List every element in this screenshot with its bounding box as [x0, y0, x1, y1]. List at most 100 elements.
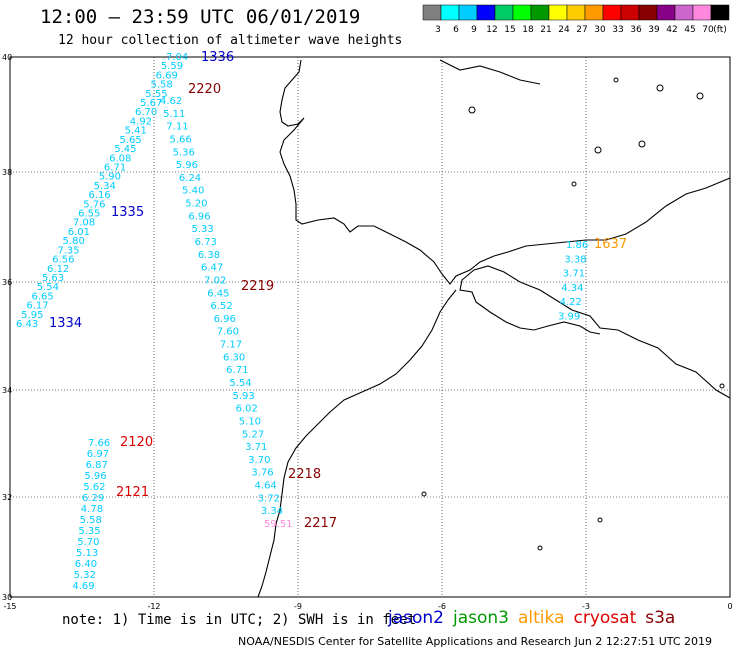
swh-value: 6.38 [198, 250, 220, 261]
swh-value: 6.71 [226, 365, 248, 376]
swh-value: 7.11 [166, 122, 188, 133]
swh-value: 6.96 [214, 314, 236, 325]
scale-label: 70 [702, 25, 714, 34]
swh-value: 6.96 [188, 211, 210, 222]
scale-label: 27 [576, 25, 587, 34]
altimeter-tracks: 7.045.596.695.585.555.676.704.925.415.65… [16, 50, 627, 592]
scale-label: 9 [471, 25, 477, 34]
swh-value: 5.63 [42, 273, 64, 284]
swh-value: 5.35 [78, 526, 100, 537]
island-marker [696, 92, 704, 100]
swh-value: 5.34 [94, 181, 116, 192]
island-marker [537, 545, 543, 551]
coast-iberia-atlantic [279, 59, 731, 285]
scale-label: 12 [486, 25, 497, 34]
swh-value: 6.30 [223, 352, 245, 363]
swh-value: 4.62 [160, 96, 182, 107]
swh-value: 6.65 [32, 291, 54, 302]
coast-africa-atlantic [257, 289, 457, 598]
swh-value: 6.45 [207, 288, 229, 299]
swh-value: 6.71 [104, 162, 126, 173]
longitude-label: -3 [582, 602, 590, 611]
latitude-label: 36 [2, 278, 12, 287]
scale-swatch [710, 4, 730, 21]
scale-label: (ft) [713, 25, 727, 34]
legend-cryosat: cryosat [573, 608, 637, 628]
page-title: 12:00 – 23:59 UTC 06/01/2019 [40, 6, 361, 28]
islands-and-lakes [421, 77, 725, 551]
longitude-label: -6 [438, 602, 446, 611]
swh-value: 4.64 [255, 481, 277, 492]
longitude-label: -9 [294, 602, 302, 611]
swh-value: 7.08 [73, 218, 95, 229]
track-time-label: 2120 [120, 435, 153, 450]
swh-value: 5.65 [119, 135, 141, 146]
swh-value: 5.54 [37, 282, 59, 293]
satellite-legend: jason2 jason3 altika cryosat s3a [388, 608, 684, 628]
scale-label: 3 [435, 25, 441, 34]
scale-label: 6 [453, 25, 459, 34]
scale-label: 30 [594, 25, 606, 34]
scale-label: 21 [540, 25, 551, 34]
scale-label: 45 [684, 25, 695, 34]
swh-value: 3.34 [261, 506, 283, 517]
island-marker [594, 146, 602, 154]
legend-jason3: jason3 [453, 608, 509, 628]
swh-value: 5.36 [173, 147, 195, 158]
island-marker [571, 181, 577, 187]
track-time-label: 2121 [116, 485, 149, 500]
swh-value: 5.90 [99, 172, 121, 183]
longitude-label: -12 [147, 602, 160, 611]
swh-value: 6.97 [87, 449, 109, 460]
swh-value: 3.38 [564, 254, 586, 265]
swh-value: 4.22 [560, 297, 582, 308]
swh-value: 5.96 [176, 160, 198, 171]
swh-value: 6.01 [68, 227, 90, 238]
scale-label: 15 [504, 25, 515, 34]
swh-value: 6.17 [26, 301, 48, 312]
swh-value: 6.24 [179, 173, 201, 184]
latitude-label: 32 [2, 493, 12, 502]
page-subtitle: 12 hour collection of altimeter wave hei… [58, 33, 403, 48]
swh-value: 3.76 [251, 468, 273, 479]
island-marker [638, 140, 646, 148]
swh-value: 6.16 [88, 190, 110, 201]
swh-value: 7.60 [217, 327, 239, 338]
track-time-label: 1334 [49, 316, 82, 331]
swh-value: 6.69 [156, 70, 178, 81]
swh-value: 6.12 [47, 264, 69, 275]
swh-value: 3.71 [563, 269, 585, 280]
latitude-label: 34 [2, 386, 12, 395]
track-time-label: 2220 [188, 82, 221, 97]
swh-value: 5.20 [185, 199, 207, 210]
swh-value: 5.76 [83, 199, 105, 210]
track-time-label: 1336 [201, 50, 234, 65]
coast-iberia-north [439, 59, 541, 85]
swh-value: 3.70 [248, 455, 270, 466]
credit-line: NOAA/NESDIS Center for Satellite Applica… [238, 635, 713, 648]
swh-value: 6.56 [52, 255, 74, 266]
swh-value: 5.10 [239, 416, 261, 427]
swh-value: 4.69 [72, 581, 94, 592]
swh-value: 6.40 [75, 559, 97, 570]
longitude-label: -15 [3, 602, 16, 611]
swh-value: 4.78 [81, 504, 103, 515]
swh-value: 6.43 [16, 319, 38, 330]
swh-value: 6.47 [201, 263, 223, 274]
island-marker [468, 106, 476, 114]
track-time-label: 1637 [594, 237, 627, 252]
swh-value: 5.70 [77, 537, 99, 548]
swh-value: 6.70 [135, 107, 157, 118]
swh-value: 5.27 [242, 429, 264, 440]
swh-value: 6.08 [109, 153, 131, 164]
scale-label: 36 [630, 25, 642, 34]
track-time-label: 2218 [288, 467, 321, 482]
swh-value: 6.02 [236, 404, 258, 415]
swh-value: 5.66 [169, 134, 191, 145]
island-marker [597, 517, 603, 523]
legend-altika: altika [518, 608, 565, 628]
swh-value: 3.72 [258, 493, 280, 504]
latitude-label: 30 [2, 593, 12, 602]
swh-value: 5.45 [114, 144, 136, 155]
